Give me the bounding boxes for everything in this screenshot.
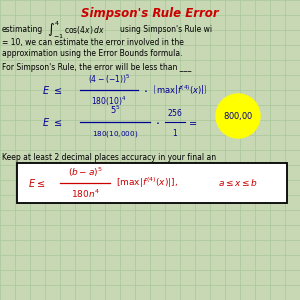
Text: $180(10{,}000)$: $180(10{,}000)$ xyxy=(92,129,138,139)
Text: $=$: $=$ xyxy=(188,117,199,127)
Text: Keep at least 2 decimal places accuracy in your final an: Keep at least 2 decimal places accuracy … xyxy=(2,152,216,161)
Text: $180n^4$: $180n^4$ xyxy=(70,188,100,200)
Text: $\int_{-1}^{4}$: $\int_{-1}^{4}$ xyxy=(47,19,64,41)
Text: For Simpson's Rule, the error will be less than ___: For Simpson's Rule, the error will be le… xyxy=(2,64,191,73)
Text: $1$: $1$ xyxy=(172,127,178,137)
Text: $E\ \leq$: $E\ \leq$ xyxy=(42,116,62,128)
Text: $[\max|f^{(4)}(x)|],$: $[\max|f^{(4)}(x)|],$ xyxy=(116,176,178,190)
FancyBboxPatch shape xyxy=(17,163,287,203)
Text: $(b-a)^5$: $(b-a)^5$ xyxy=(68,165,102,179)
Text: $a \leq x \leq b$: $a \leq x \leq b$ xyxy=(218,178,258,188)
Text: using Simpson's Rule wi: using Simpson's Rule wi xyxy=(120,26,212,34)
Text: approximation using the Error Bounds formula.: approximation using the Error Bounds for… xyxy=(2,50,182,58)
Text: $5^5$: $5^5$ xyxy=(110,104,120,116)
Text: Simpson's Rule Error: Simpson's Rule Error xyxy=(81,8,219,20)
Text: = 10, we can estimate the error involved in the: = 10, we can estimate the error involved… xyxy=(2,38,184,47)
Text: $800{,}00$: $800{,}00$ xyxy=(223,110,253,122)
Text: $E\ \leq$: $E\ \leq$ xyxy=(42,84,62,96)
Text: $256$: $256$ xyxy=(167,106,183,118)
Text: $\cdot$: $\cdot$ xyxy=(155,116,159,128)
Circle shape xyxy=(216,94,260,138)
Text: $E \leq$: $E \leq$ xyxy=(28,177,45,189)
Text: $\cos(4x)\,dx$: $\cos(4x)\,dx$ xyxy=(64,24,105,36)
Text: $(4-(-1))^5$: $(4-(-1))^5$ xyxy=(88,72,130,86)
Text: $\left[\,\mathrm{max}\left|f^{(4)}(x)\right|\right]$: $\left[\,\mathrm{max}\left|f^{(4)}(x)\ri… xyxy=(152,83,207,97)
Text: $180(10)^4$: $180(10)^4$ xyxy=(91,94,127,108)
Text: estimating: estimating xyxy=(2,26,43,34)
Text: $\cdot$: $\cdot$ xyxy=(143,83,147,97)
